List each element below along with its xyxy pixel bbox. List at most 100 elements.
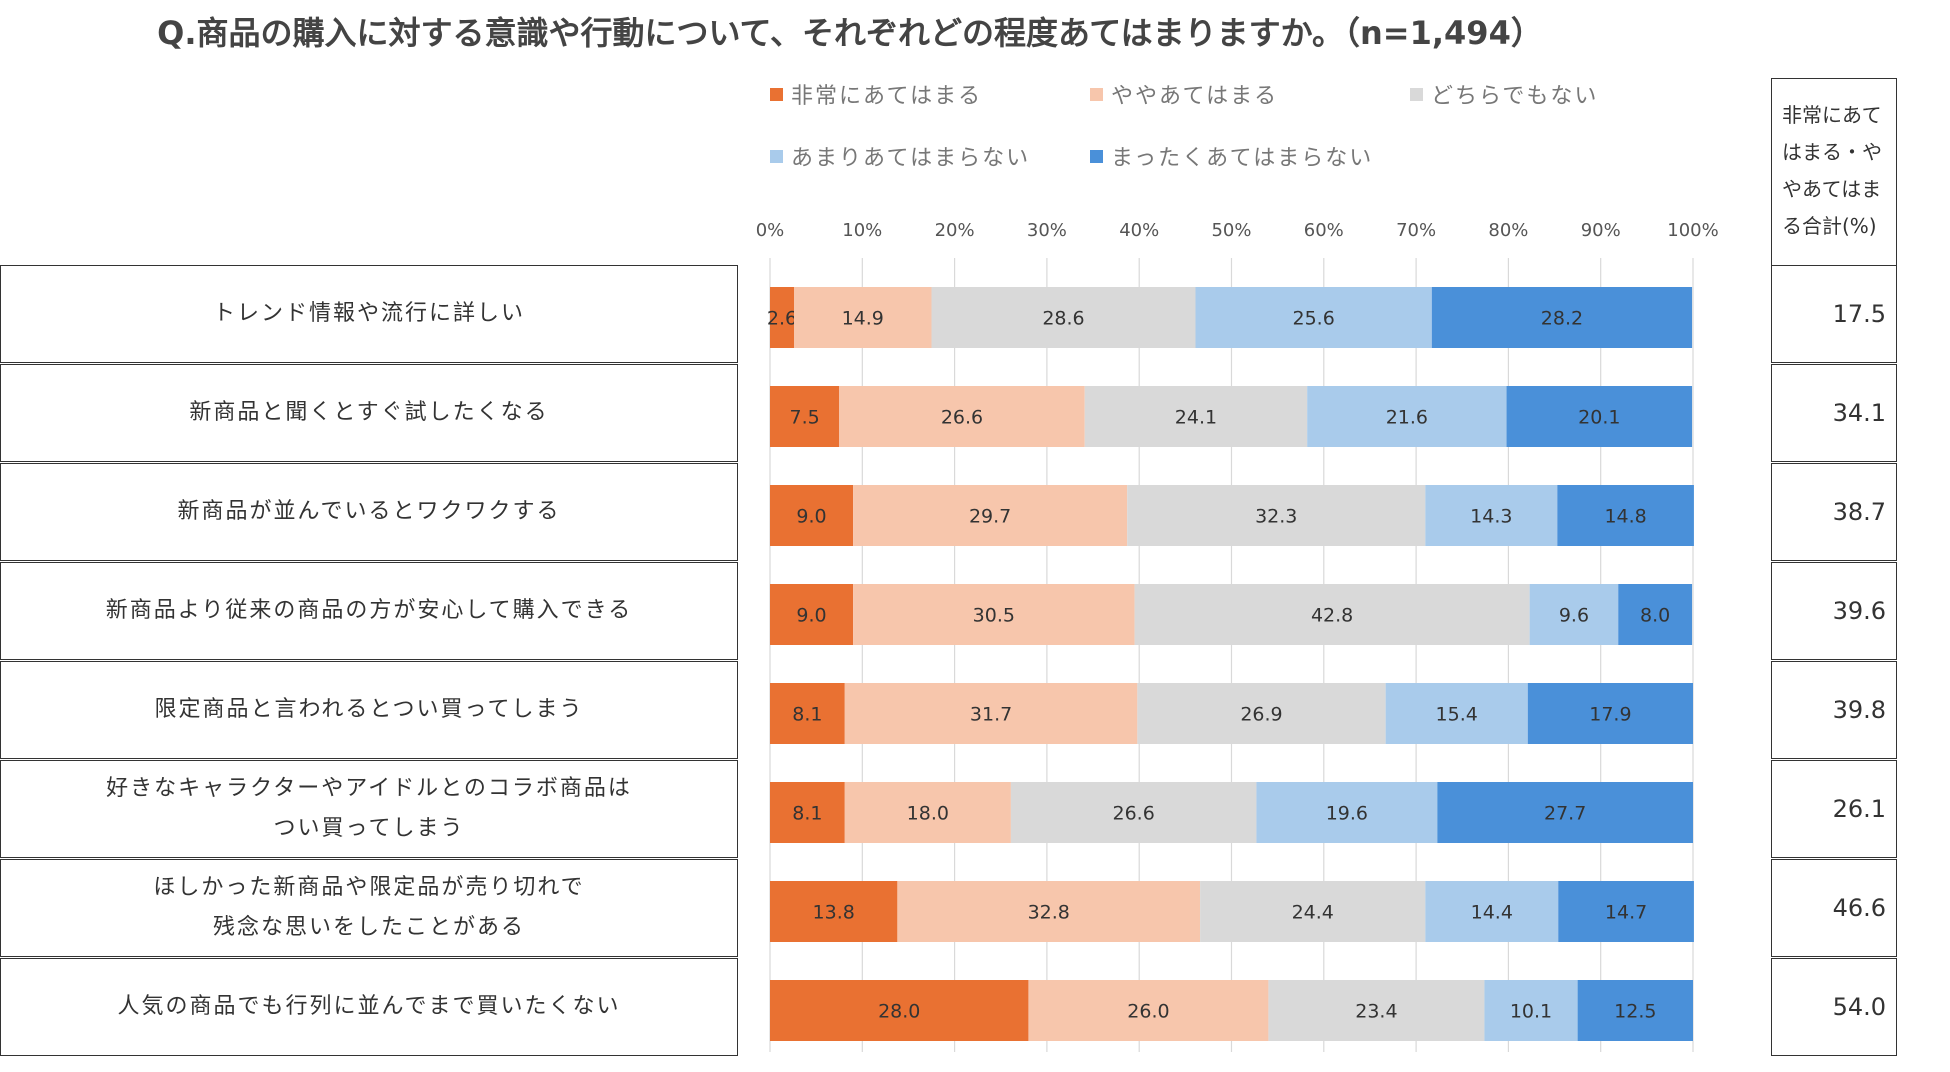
x-tick-label: 90% xyxy=(1581,220,1621,241)
bar-segment xyxy=(1134,584,1530,645)
legend-item: ややあてはまる xyxy=(1090,78,1278,110)
data-label: 8.1 xyxy=(792,704,822,726)
data-label: 8.1 xyxy=(792,803,822,825)
bar-segment xyxy=(1010,782,1257,843)
legend-swatch xyxy=(1410,87,1423,101)
data-label: 19.6 xyxy=(1326,803,1368,825)
legend-swatch xyxy=(1090,149,1103,163)
data-label: 9.0 xyxy=(796,605,826,627)
bar-segment xyxy=(931,287,1196,348)
category-label: トレンド情報や流行に詳しい xyxy=(0,265,738,363)
category-label: 新商品より従来の商品の方が安心して購入できる xyxy=(0,562,738,660)
bar-segment xyxy=(1506,386,1693,447)
bar-segment xyxy=(770,386,840,447)
data-label: 28.2 xyxy=(1541,308,1583,330)
data-label: 24.1 xyxy=(1175,407,1217,429)
bar-segment xyxy=(1484,980,1578,1041)
bar-segment xyxy=(770,782,845,843)
total-value: 39.8 xyxy=(1771,661,1897,759)
bar-segment xyxy=(770,881,898,942)
legend-item: 非常にあてはまる xyxy=(770,78,982,110)
data-label: 7.5 xyxy=(790,407,820,429)
data-label: 8.0 xyxy=(1640,605,1670,627)
total-value: 34.1 xyxy=(1771,364,1897,462)
data-label: 21.6 xyxy=(1386,407,1428,429)
x-tick-label: 80% xyxy=(1488,220,1528,241)
legend-swatch xyxy=(770,149,783,163)
data-label: 28.0 xyxy=(878,1001,920,1023)
chart-title: Q.商品の購入に対する意識や行動について、それぞれどの程度あてはまりますか。（n… xyxy=(157,14,1543,52)
bar-segment xyxy=(853,584,1135,645)
category-label: 限定商品と言われるとつい買ってしまう xyxy=(0,661,738,759)
legend-label: どちらでもない xyxy=(1431,84,1599,109)
x-tick-label: 70% xyxy=(1396,220,1436,241)
bar-segment xyxy=(1307,386,1507,447)
bar-segment xyxy=(770,584,854,645)
bar-segment xyxy=(770,980,1029,1041)
data-label: 14.3 xyxy=(1470,506,1512,528)
x-tick-label: 30% xyxy=(1027,220,1067,241)
data-label: 27.7 xyxy=(1544,803,1586,825)
data-label: 14.8 xyxy=(1604,506,1646,528)
bar-segment xyxy=(897,881,1201,942)
x-tick-label: 60% xyxy=(1304,220,1344,241)
category-label: 好きなキャラクターやアイドルとのコラボ商品は つい買ってしまう xyxy=(0,760,738,858)
x-tick-label: 10% xyxy=(842,220,882,241)
total-value: 38.7 xyxy=(1771,463,1897,561)
legend-item: どちらでもない xyxy=(1410,78,1598,110)
total-value: 54.0 xyxy=(1771,958,1897,1056)
data-label: 32.8 xyxy=(1028,902,1070,924)
x-tick-label: 100% xyxy=(1667,220,1718,241)
data-label: 30.5 xyxy=(973,605,1015,627)
bar-segment xyxy=(1127,485,1426,546)
bar-segment xyxy=(1618,584,1693,645)
total-value: 39.6 xyxy=(1771,562,1897,660)
bar-segment xyxy=(1268,980,1485,1041)
legend-label: 非常にあてはまる xyxy=(791,84,983,109)
bar-segment xyxy=(1137,683,1386,744)
data-label: 14.4 xyxy=(1471,902,1513,924)
total-value: 17.5 xyxy=(1771,265,1897,363)
data-label: 9.6 xyxy=(1559,605,1589,627)
data-label: 15.4 xyxy=(1436,704,1478,726)
bar-segment xyxy=(1195,287,1432,348)
legend-swatch xyxy=(1090,87,1103,101)
x-tick-label: 40% xyxy=(1119,220,1159,241)
category-label: 人気の商品でも行列に並んでまで買いたくない xyxy=(0,958,738,1056)
data-label: 18.0 xyxy=(907,803,949,825)
data-label: 13.8 xyxy=(813,902,855,924)
legend-swatch xyxy=(770,87,783,101)
data-label: 31.7 xyxy=(970,704,1012,726)
bar-segment xyxy=(1557,485,1694,546)
total-value: 46.6 xyxy=(1771,859,1897,957)
bar-segment xyxy=(853,485,1128,546)
legend-item: まったくあてはまらない xyxy=(1090,140,1373,172)
x-tick-label: 0% xyxy=(756,220,785,241)
category-label: ほしかった新商品や限定品が売り切れで 残念な思いをしたことがある xyxy=(0,859,738,957)
data-label: 14.9 xyxy=(842,308,884,330)
data-label: 2.6 xyxy=(767,308,797,330)
total-value: 26.1 xyxy=(1771,760,1897,858)
bar-segment xyxy=(793,287,932,348)
bar-segment xyxy=(1425,881,1559,942)
bar-segment xyxy=(1028,980,1269,1041)
legend-item: あまりあてはまらない xyxy=(770,140,1030,172)
legend-label: まったくあてはまらない xyxy=(1111,146,1374,171)
bar-segment xyxy=(770,683,845,744)
bar-segment xyxy=(844,782,1011,843)
bar-segment xyxy=(1577,980,1693,1041)
data-label: 26.9 xyxy=(1240,704,1282,726)
legend-label: ややあてはまる xyxy=(1111,84,1279,109)
bar-segment xyxy=(1385,683,1528,744)
bar-segment xyxy=(1084,386,1308,447)
data-label: 14.7 xyxy=(1605,902,1647,924)
data-label: 12.5 xyxy=(1614,1001,1656,1023)
data-label: 9.0 xyxy=(796,506,826,528)
data-label: 28.6 xyxy=(1042,308,1084,330)
bar-segment xyxy=(844,683,1138,744)
chart-legend: 非常にあてはまる ややあてはまる どちらでもないあまりあてはまらない まったくあてはま… xyxy=(770,78,1596,188)
bar-segment xyxy=(1256,782,1438,843)
bar-segment xyxy=(1431,287,1693,348)
bar-segment xyxy=(770,287,794,348)
